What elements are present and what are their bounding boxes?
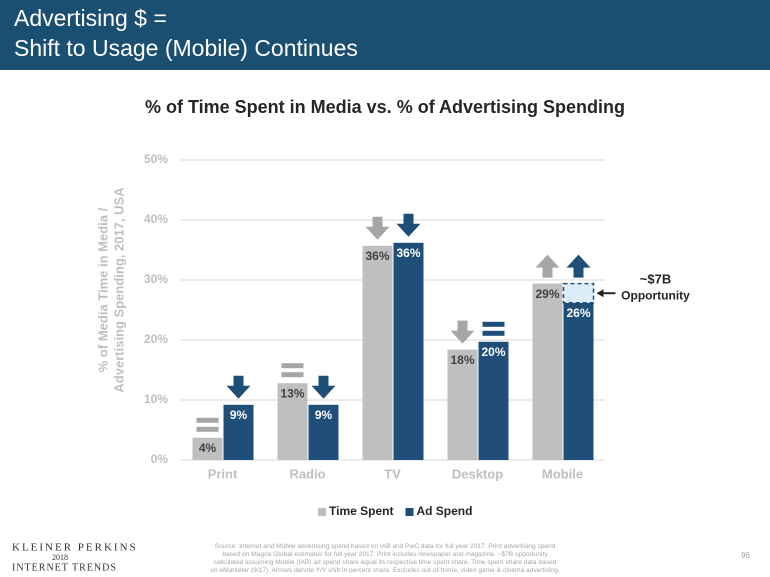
annotation-arrowhead — [596, 289, 604, 298]
trend-icon — [566, 254, 591, 278]
trend-icon — [196, 417, 219, 423]
trend-icon — [196, 426, 219, 432]
header-band — [0, 0, 770, 70]
y-label-line: % of Media Time in Media / — [95, 207, 110, 372]
bar — [308, 404, 339, 460]
y-tick-label: 40% — [144, 212, 168, 226]
opportunity-gap — [562, 282, 595, 304]
source-line: based on Magna Global estimates for full… — [222, 551, 548, 558]
value-label: 9% — [315, 408, 333, 422]
bar — [532, 283, 563, 460]
annotation-text: ~$7B — [640, 272, 671, 287]
x-tick-label: Desktop — [452, 466, 503, 481]
value-label: 18% — [450, 353, 474, 367]
value-label: 36% — [396, 246, 420, 260]
source-line: on eMarketer (9/17). Arrows denote Y/Y s… — [210, 567, 560, 574]
source-line: Source: Internet and Mobile advertising … — [215, 543, 556, 550]
x-tick-label: Mobile — [542, 466, 583, 481]
trend-icon — [226, 375, 251, 399]
y-tick-label: 0% — [151, 452, 169, 466]
bar — [393, 242, 424, 460]
annotation-text: Opportunity — [621, 288, 690, 302]
brand: 2018 — [52, 553, 68, 562]
value-label: 9% — [230, 408, 248, 422]
legend-swatch — [318, 508, 326, 516]
trend-icon — [535, 254, 560, 278]
y-tick-label: 20% — [144, 332, 168, 346]
y-tick-label: 10% — [144, 392, 168, 406]
trend-icon — [396, 213, 421, 237]
bar — [362, 245, 393, 460]
page-number: 96 — [741, 551, 750, 560]
bar — [223, 404, 254, 460]
x-tick-label: Print — [208, 466, 238, 481]
value-label: 29% — [535, 287, 559, 301]
trend-icon — [482, 321, 505, 327]
chart-title: % of Time Spent in Media vs. % of Advert… — [145, 97, 625, 117]
legend-swatch — [405, 508, 414, 516]
slide-title: Advertising $ = — [14, 5, 167, 31]
y-label-line: Advertising Spending, 2017, USA — [111, 187, 126, 393]
value-label: 20% — [481, 345, 505, 359]
bar — [447, 349, 478, 460]
trend-icon — [482, 330, 505, 336]
y-axis-label: % of Media Time in Media / Advertising S… — [95, 187, 126, 393]
y-tick-label: 50% — [144, 152, 168, 166]
y-tick-label: 30% — [144, 272, 168, 286]
trend-icon — [281, 372, 304, 378]
value-label: 26% — [566, 306, 590, 320]
trend-icon — [281, 363, 304, 369]
value-label: 4% — [199, 441, 217, 455]
brand: INTERNET TRENDS — [12, 562, 117, 573]
source-line: calculated assuming Mobile (IAB) ad spen… — [214, 559, 557, 566]
trend-icon — [450, 320, 475, 344]
bar — [277, 383, 308, 460]
legend-label: Ad Spend — [416, 504, 472, 518]
brand: KLEINER PERKINS — [12, 542, 138, 554]
bar — [478, 341, 509, 460]
legend-label: Time Spent — [329, 504, 393, 518]
trend-icon — [311, 375, 336, 399]
x-tick-label: TV — [384, 466, 401, 481]
value-label: 36% — [365, 249, 389, 263]
trend-icon — [365, 216, 390, 240]
value-label: 13% — [280, 386, 304, 400]
slide-title: Shift to Usage (Mobile) Continues — [14, 35, 358, 61]
x-tick-label: Radio — [289, 466, 325, 481]
bar — [192, 437, 223, 460]
bar — [563, 302, 594, 460]
